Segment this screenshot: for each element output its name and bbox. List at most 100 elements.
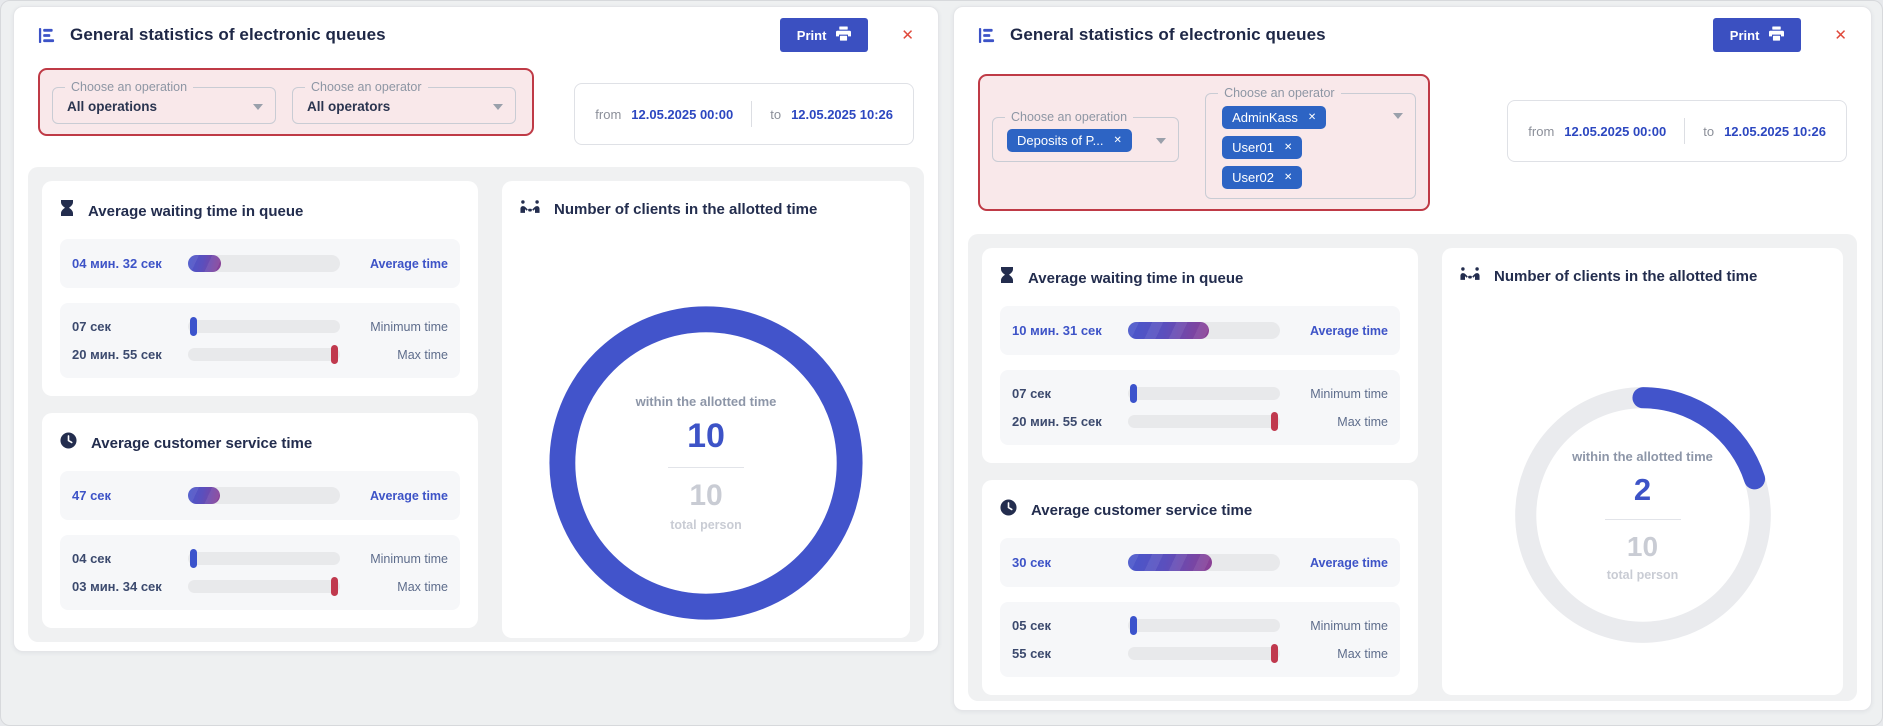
average-time-bar: [1128, 554, 1280, 571]
date-to-label: to: [1703, 124, 1714, 139]
max-time-label: Max time: [1280, 647, 1388, 661]
date-from-label: from: [595, 107, 621, 122]
max-time-label: Max time: [340, 580, 448, 594]
average-time-bar-row: 10 мин. 31 сек Average time: [1012, 322, 1388, 339]
minimum-time-bar-row: 07 сек Minimum time: [1012, 386, 1388, 401]
operator-chip[interactable]: User01 ✕: [1222, 136, 1302, 159]
clients-donut-chart: within the allotted time 10 10 total per…: [548, 305, 864, 621]
average-time-value: 47 сек: [72, 488, 188, 503]
hourglass-icon: [1000, 267, 1014, 289]
within-allotted-label: within the allotted time: [636, 394, 777, 409]
waiting-time-card: Average waiting time in queue 04 мин. 32…: [42, 181, 478, 396]
average-time-value: 04 мин. 32 сек: [72, 256, 188, 271]
operation-select[interactable]: Choose an operation All operations: [52, 80, 276, 124]
card-title-row: Average waiting time in queue: [1000, 267, 1400, 289]
chip-remove-icon[interactable]: ✕: [1308, 113, 1316, 123]
card-title: Average waiting time in queue: [1028, 270, 1243, 287]
max-time-bar: [1128, 647, 1280, 660]
printer-icon: [836, 26, 851, 44]
max-time-bar: [188, 580, 340, 593]
print-button[interactable]: Print: [780, 18, 869, 52]
print-button[interactable]: Print: [1713, 18, 1802, 52]
donut-center: within the allotted time 10 10 total per…: [548, 305, 864, 621]
card-title-row: Average customer service time: [60, 432, 460, 454]
chip-remove-icon[interactable]: ✕: [1284, 173, 1292, 183]
max-marker: [1271, 412, 1278, 431]
chip-remove-icon[interactable]: ✕: [1284, 143, 1292, 153]
minimum-time-bar: [188, 552, 340, 565]
operator-select[interactable]: Choose an operator AdminKass ✕ User01 ✕: [1205, 86, 1416, 199]
max-time-value: 55 сек: [1012, 646, 1128, 661]
average-time-bar: [188, 255, 340, 272]
card-title-row: Average waiting time in queue: [60, 200, 460, 222]
operator-select[interactable]: Choose an operator All operators: [292, 80, 516, 124]
max-marker: [331, 577, 338, 596]
chevron-down-icon[interactable]: [493, 104, 503, 110]
operation-select-legend: Choose an operation: [1005, 110, 1133, 124]
operator-chip[interactable]: AdminKass ✕: [1222, 106, 1326, 129]
date-range: from 12.05.2025 00:00 to 12.05.2025 10:2…: [1507, 100, 1847, 162]
max-time-value: 20 мин. 55 сек: [72, 347, 188, 362]
clock-icon: [60, 432, 77, 454]
operator-select-value: All operators: [307, 99, 390, 114]
donut-center: within the allotted time 2 10 total pers…: [1514, 386, 1772, 644]
close-icon[interactable]: ✕: [1828, 24, 1853, 46]
operator-chip[interactable]: User02 ✕: [1222, 166, 1302, 189]
operation-select-value: All operations: [67, 99, 157, 114]
operator-select-legend: Choose an operator: [305, 80, 428, 94]
max-time-value: 20 мин. 55 сек: [1012, 414, 1128, 429]
average-subrow: 47 сек Average time: [60, 471, 460, 520]
bar-chart-icon: [38, 27, 55, 44]
card-title-row: Average customer service time: [1000, 499, 1400, 521]
filter-row: Choose an operation Deposits of P... ✕ C…: [954, 58, 1871, 211]
average-time-bar: [188, 487, 340, 504]
date-to-value[interactable]: 12.05.2025 10:26: [791, 107, 893, 122]
chevron-down-icon[interactable]: [1156, 138, 1166, 144]
handshake-icon: [1460, 267, 1480, 286]
bar-chart-icon: [978, 27, 995, 44]
operation-select[interactable]: Choose an operation Deposits of P... ✕: [992, 110, 1179, 162]
average-subrow: 04 мин. 32 сек Average time: [60, 239, 460, 288]
date-from-value[interactable]: 12.05.2025 00:00: [631, 107, 733, 122]
page-title: General statistics of electronic queues: [70, 25, 386, 45]
clients-card: Number of clients in the allotted time w…: [1442, 248, 1843, 695]
date-to-value[interactable]: 12.05.2025 10:26: [1724, 124, 1826, 139]
max-time-label: Max time: [1280, 415, 1388, 429]
minimum-time-bar-row: 04 сек Minimum time: [72, 551, 448, 566]
operation-chip[interactable]: Deposits of P... ✕: [1007, 129, 1132, 152]
within-allotted-value: 10: [687, 417, 725, 456]
minimum-time-bar-row: 07 сек Minimum time: [72, 319, 448, 334]
min-marker: [1130, 384, 1137, 403]
page-title: General statistics of electronic queues: [1010, 25, 1326, 45]
operator-chip-label: User01: [1232, 140, 1274, 155]
average-time-bar-row: 47 сек Average time: [72, 487, 448, 504]
panel-header: General statistics of electronic queues …: [14, 7, 938, 58]
max-time-bar-row: 20 мин. 55 сек Max time: [72, 347, 448, 362]
chip-remove-icon[interactable]: ✕: [1113, 136, 1121, 146]
total-person-label: total person: [1607, 568, 1679, 582]
date-range: from 12.05.2025 00:00 to 12.05.2025 10:2…: [574, 83, 914, 145]
average-time-label: Average time: [1280, 324, 1388, 338]
card-title: Average customer service time: [91, 435, 312, 452]
operator-select-value-row: All operators: [303, 95, 505, 114]
max-time-bar-row: 55 сек Max time: [1012, 646, 1388, 661]
operator-chip-label: User02: [1232, 170, 1274, 185]
card-title: Number of clients in the allotted time: [554, 201, 817, 218]
queue-stats-window-right: General statistics of electronic queues …: [953, 6, 1872, 711]
minmax-subrow: 05 сек Minimum time 55 сек Max time: [1000, 602, 1400, 677]
clients-donut-chart: within the allotted time 2 10 total pers…: [1514, 386, 1772, 644]
operation-select-value-row: All operations: [63, 95, 265, 114]
date-from-value[interactable]: 12.05.2025 00:00: [1564, 124, 1666, 139]
bar-fill: [188, 487, 220, 504]
service-time-card: Average customer service time 47 сек Ave…: [42, 413, 478, 628]
panel-header: General statistics of electronic queues …: [954, 7, 1871, 58]
filter-alert-box: Choose an operation All operations Choos…: [38, 68, 534, 136]
max-time-label: Max time: [340, 348, 448, 362]
minimum-time-bar-row: 05 сек Minimum time: [1012, 618, 1388, 633]
max-time-bar-row: 03 мин. 34 сек Max time: [72, 579, 448, 594]
chevron-down-icon[interactable]: [1393, 113, 1403, 119]
chevron-down-icon[interactable]: [253, 104, 263, 110]
close-icon[interactable]: ✕: [895, 24, 920, 46]
date-divider: [1684, 118, 1685, 144]
card-title: Average waiting time in queue: [88, 203, 303, 220]
